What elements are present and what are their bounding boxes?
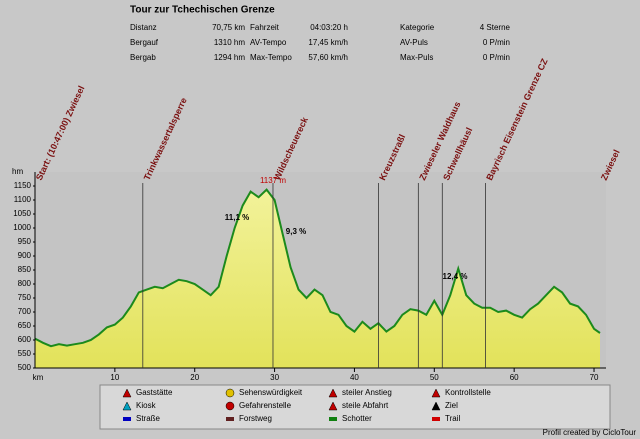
legend-icon (431, 401, 441, 411)
y-tick-label: 1050 (13, 209, 31, 218)
x-tick-label: 60 (510, 373, 519, 382)
stat-label: Bergab (130, 53, 156, 62)
y-tick-label: 500 (18, 363, 32, 372)
legend-icon (328, 388, 338, 398)
stat-value: 04:03:20 h (310, 23, 348, 32)
legend-label: Gefahrenstelle (239, 401, 292, 410)
x-tick-label: 30 (270, 373, 279, 382)
profile-line (34, 188, 601, 348)
annotation: 12,4 % (443, 272, 468, 281)
stat-value: 0 P/min (483, 38, 510, 47)
legend-label: Straße (136, 414, 161, 423)
stat-value: 1310 hm (214, 38, 245, 47)
title: Tour zur Tchechischen Grenze (130, 5, 275, 16)
stat-label: Kategorie (400, 23, 435, 32)
annotation: 1137 m (260, 176, 286, 185)
stat-value: 17,45 km/h (308, 38, 348, 47)
annotation: 9,3 % (286, 227, 306, 236)
legend-icon (122, 401, 132, 411)
stat-label: AV-Puls (400, 38, 428, 47)
legend-box (99, 384, 611, 430)
legend-label: Kiosk (136, 401, 157, 410)
y-tick-label: 600 (18, 335, 32, 344)
y-tick-label: 800 (18, 279, 32, 288)
stat-label: Fahrzeit (250, 23, 280, 32)
y-tick-label: 1150 (14, 181, 32, 190)
x-tick-label: 70 (590, 373, 599, 382)
legend-swatch (329, 417, 337, 421)
legend-icon (225, 388, 235, 398)
legend-label: Forstweg (239, 414, 272, 423)
legend-label: Gaststätte (136, 388, 173, 397)
legend-label: Schotter (342, 414, 372, 423)
x-axis-label: km (33, 373, 44, 382)
x-tick-label: 50 (430, 373, 439, 382)
legend-icon (225, 401, 235, 411)
stat-value: 70,75 km (212, 23, 245, 32)
profile-fill (35, 189, 601, 368)
legend-swatch (226, 417, 234, 421)
legend-swatch (123, 417, 131, 421)
y-tick-label: 700 (18, 307, 32, 316)
y-tick-label: 850 (18, 265, 32, 274)
stat-label: AV-Tempo (250, 38, 287, 47)
x-tick-label: 40 (350, 373, 359, 382)
y-tick-label: 900 (18, 251, 32, 260)
legend-swatch (432, 417, 440, 421)
stat-value: 4 Sterne (480, 23, 511, 32)
legend-icon (122, 388, 132, 398)
y-tick-label: 1000 (13, 223, 31, 232)
annotation: 11,1 % (225, 213, 249, 222)
legend-label: Kontrollstelle (445, 388, 491, 397)
stat-value: 0 P/min (483, 53, 510, 62)
y-tick-label: 1100 (14, 195, 32, 204)
x-tick-label: 10 (110, 373, 119, 382)
legend-icon (431, 388, 441, 398)
stat-label: Bergauf (130, 38, 159, 47)
y-tick-label: 550 (18, 349, 32, 358)
legend-label: steiler Anstieg (342, 388, 392, 397)
x-tick-label: 20 (190, 373, 199, 382)
stat-label: Max-Puls (400, 53, 433, 62)
y-axis-label: hm (12, 167, 23, 176)
legend-label: Sehenswürdigkeit (239, 388, 303, 397)
legend-label: steile Abfahrt (342, 401, 389, 410)
legend-icon (328, 401, 338, 411)
stat-label: Max-Tempo (250, 53, 292, 62)
stat-value: 57,60 km/h (308, 53, 348, 62)
y-tick-label: 750 (18, 293, 32, 302)
stat-value: 1294 hm (214, 53, 245, 62)
y-tick-label: 950 (18, 237, 32, 246)
legend-label: Trail (445, 414, 460, 423)
footer: Profil created by CicloTour (543, 428, 637, 437)
y-tick-label: 650 (18, 321, 32, 330)
stat-label: Distanz (130, 23, 157, 32)
legend-label: Ziel (445, 401, 458, 410)
